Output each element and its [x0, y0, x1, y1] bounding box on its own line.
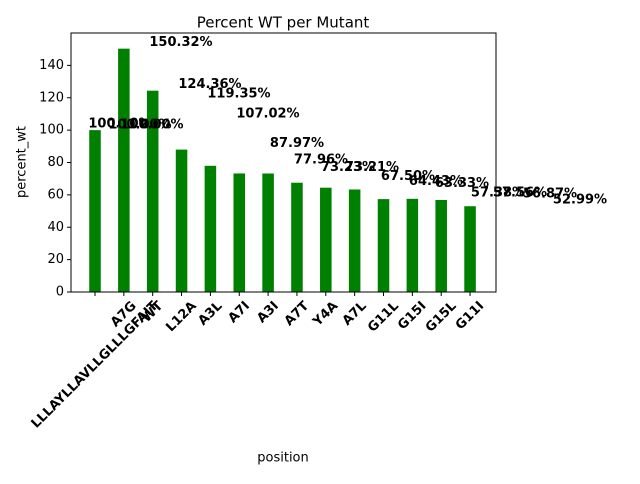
y-tick-label: 40: [47, 220, 64, 235]
y-axis-label: percent_wt: [15, 126, 30, 198]
y-tick-label: 140: [39, 58, 64, 73]
value-label: 57.56%: [493, 185, 547, 200]
bar: [406, 198, 419, 292]
y-tick-label: 60: [47, 187, 64, 202]
bar: [175, 149, 188, 292]
value-label: 150.32%: [149, 35, 212, 50]
annotation: 119.35%: [207, 87, 270, 102]
bar: [233, 173, 246, 292]
value-label: 124.36%: [178, 77, 241, 92]
y-tick-label: 100: [39, 123, 64, 138]
value-label: 87.97%: [270, 136, 324, 151]
bar: [118, 48, 130, 293]
value-label: 63.33%: [435, 176, 489, 191]
bar: [320, 187, 332, 292]
value-label: 52.99%: [553, 193, 607, 208]
value-label: 57.38%: [471, 186, 525, 201]
value-label: 73.23%: [321, 160, 375, 175]
value-label: 73.21%: [345, 160, 399, 175]
bar: [262, 173, 274, 292]
bar: [435, 199, 447, 292]
y-tick-label: 120: [39, 90, 64, 105]
bar: [291, 182, 303, 292]
y-tick-label: 0: [56, 285, 64, 300]
annotation: 107.02%: [236, 107, 299, 122]
bar: [348, 189, 361, 292]
value-label: 56.87%: [523, 186, 577, 201]
bar: [464, 206, 476, 292]
value-label: 64.43%: [409, 174, 463, 189]
annotation: 100.00%: [120, 118, 183, 133]
bar: [146, 90, 159, 292]
bar: [89, 130, 101, 292]
value-label: 67.50%: [381, 169, 435, 184]
bar: [377, 199, 390, 292]
value-label: 77.96%: [294, 152, 348, 167]
chart-title: Percent WT per Mutant: [197, 14, 370, 32]
bar: [204, 165, 217, 292]
y-tick-label: 80: [47, 155, 64, 170]
y-tick-label: 20: [47, 252, 64, 267]
plot-frame: [70, 32, 497, 293]
x-axis-label: position: [257, 451, 309, 466]
annotation: 100.00%: [108, 118, 171, 133]
